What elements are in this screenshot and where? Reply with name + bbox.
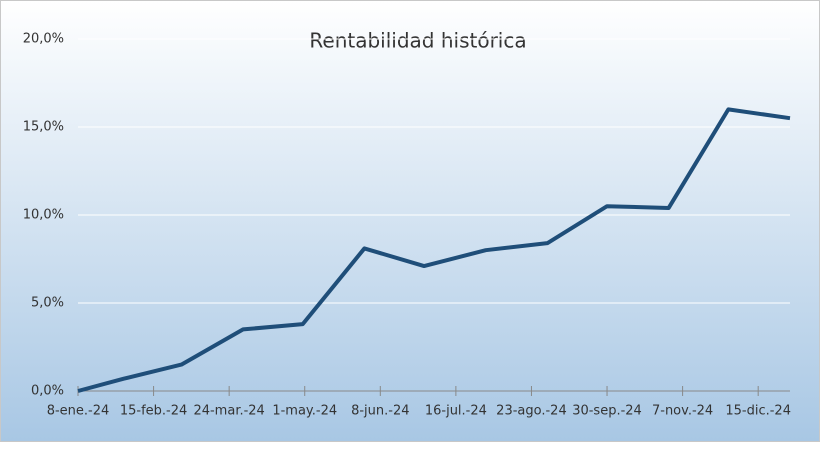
y-tick-label: 10,0%	[23, 208, 64, 223]
x-tick-label: 24-mar.-24	[193, 404, 264, 419]
x-tick-label: 8-jun.-24	[351, 404, 409, 419]
y-tick-label: 20,0%	[23, 32, 64, 47]
x-tick-label: 16-jul.-24	[425, 404, 487, 419]
x-tick-label: 8-ene.-24	[47, 404, 110, 419]
y-tick-label: 5,0%	[31, 296, 64, 311]
y-tick-label: 0,0%	[31, 384, 64, 399]
x-tick-label: 1-may.-24	[272, 404, 337, 419]
x-tick-label: 15-feb.-24	[120, 404, 187, 419]
line-series	[77, 107, 791, 393]
x-tick-label: 30-sep.-24	[572, 404, 642, 419]
y-tick-label: 15,0%	[23, 120, 64, 135]
x-tick-label: 15-dic.-24	[725, 404, 791, 419]
x-tick-label: 7-nov.-24	[652, 404, 713, 419]
chart-title: Rentabilidad histórica	[309, 29, 526, 53]
x-tick-label: 23-ago.-24	[496, 404, 567, 419]
chart-background	[0, 0, 820, 442]
